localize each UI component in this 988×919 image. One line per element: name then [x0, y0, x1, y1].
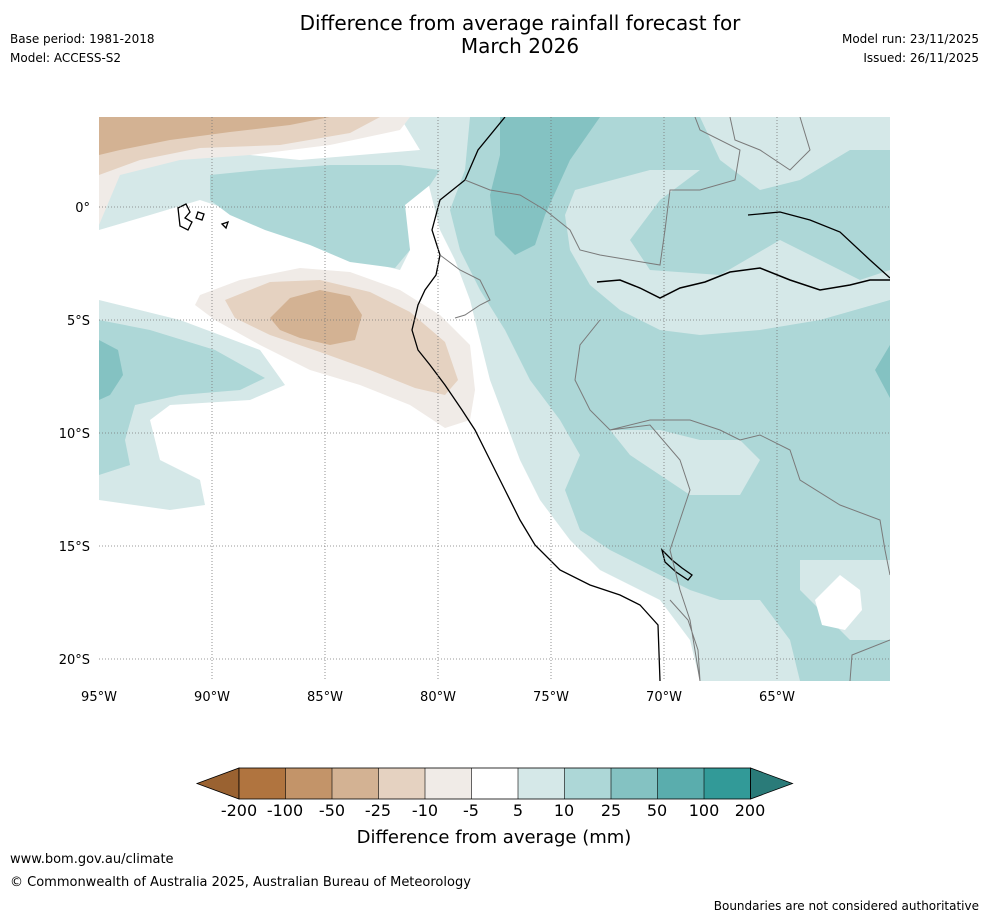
wet-mid-region-west — [99, 320, 265, 475]
colorbar-swatch — [704, 768, 751, 799]
lon-label: 85°W — [307, 690, 343, 705]
wet-strong-region-colombia — [490, 117, 600, 255]
wet-light-patch-south — [610, 430, 760, 495]
colorbar-label: -100 — [267, 801, 303, 820]
model-text: Model: ACCESS-S2 — [10, 51, 122, 65]
wet-strong-region-e-edge — [875, 345, 890, 398]
colorbar-swatch — [378, 768, 425, 799]
lat-label: 15°S — [59, 540, 90, 555]
footer-disclaimer: Boundaries are not considered authoritat… — [713, 899, 979, 913]
lake-titicaca — [660, 547, 693, 581]
colorbar-label: -50 — [319, 801, 345, 820]
colorbar-swatch — [518, 768, 565, 799]
lat-label: 20°S — [59, 653, 90, 668]
colorbar-label: 25 — [601, 801, 621, 820]
base-period-text: Base period: 1981-2018 — [10, 32, 155, 46]
colorbar-label: -5 — [463, 801, 479, 820]
colorbar-arrow-min — [195, 767, 240, 800]
title-line-2: March 2026 — [460, 34, 580, 58]
ocean-patch-se — [815, 575, 862, 630]
wet-light-patch-amazon — [565, 170, 890, 335]
colorbar-swatch — [657, 768, 704, 799]
issued-text: Issued: 26/11/2025 — [863, 51, 979, 65]
colorbar-label: 5 — [513, 801, 523, 820]
lon-label: 90°W — [194, 690, 230, 705]
lon-label: 80°W — [420, 690, 456, 705]
model-run-text: Model run: 23/11/2025 — [841, 32, 979, 46]
page-title: Difference from average rainfall forecas… — [0, 12, 988, 58]
rio-negro-river — [747, 211, 890, 279]
colorbar-title: Difference from average (mm) — [357, 827, 632, 848]
footer-url: www.bom.gov.au/climate — [10, 852, 174, 867]
colorbar — [195, 767, 794, 800]
colorbar-labels: -200 -100 -50 -25 -10 -5 5 10 25 50 100 … — [221, 801, 765, 820]
colorbar-swatch — [285, 768, 332, 799]
graticule-lines — [99, 117, 890, 681]
footer-copyright: © Commonwealth of Australia 2025, Austra… — [10, 875, 471, 890]
colorbar-outline — [238, 767, 751, 800]
colorbar-label: -10 — [412, 801, 438, 820]
colorbar-label: 10 — [554, 801, 574, 820]
colorbar-swatch — [425, 768, 472, 799]
country-borders — [439, 117, 890, 681]
map-area — [99, 117, 890, 681]
colorbar-label: 50 — [647, 801, 667, 820]
colorbar-swatch — [471, 768, 518, 799]
colorbar-label: -200 — [221, 801, 257, 820]
lon-label: 70°W — [646, 690, 682, 705]
dry-strong-region-north — [99, 117, 330, 155]
latitude-labels: 0° 5°S 10°S 15°S 20°S — [59, 201, 90, 668]
colorbar-label: 200 — [735, 801, 766, 820]
galapagos-islands — [177, 203, 230, 231]
colorbar-label: -25 — [365, 801, 391, 820]
title-line-1: Difference from average rainfall forecas… — [299, 11, 741, 35]
colorbar-swatch — [611, 768, 658, 799]
longitude-labels: 95°W 90°W 85°W 80°W 75°W 70°W 65°W — [81, 690, 795, 705]
amazon-river — [596, 267, 890, 299]
lon-label: 65°W — [759, 690, 795, 705]
lon-label: 95°W — [81, 690, 117, 705]
south-america-coastline — [411, 117, 661, 681]
lat-label: 5°S — [67, 314, 90, 329]
colorbar-swatch — [332, 768, 379, 799]
wet-strong-region-w-edge — [99, 340, 123, 400]
colorbar-label: 100 — [689, 801, 720, 820]
dry-strong-region-peru-coast — [270, 290, 362, 345]
lon-label: 75°W — [533, 690, 569, 705]
lat-label: 10°S — [59, 427, 90, 442]
colorbar-arrow-max — [750, 767, 794, 800]
lat-label: 0° — [75, 201, 90, 216]
colorbar-swatch — [564, 768, 611, 799]
colorbar-swatch — [239, 768, 286, 799]
